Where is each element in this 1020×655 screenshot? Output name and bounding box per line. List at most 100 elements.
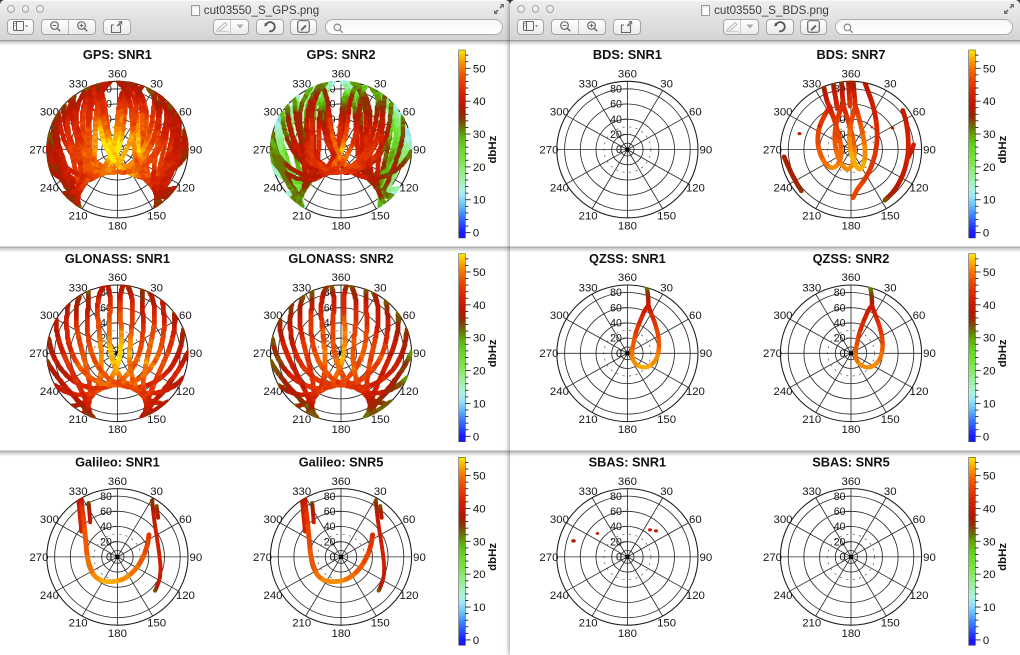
svg-text:40: 40: [610, 114, 622, 126]
svg-text:30: 30: [150, 282, 163, 294]
svg-text:30: 30: [473, 536, 486, 548]
svg-text:270: 270: [763, 145, 782, 157]
svg-text:40: 40: [610, 521, 622, 533]
svg-text:210: 210: [69, 618, 88, 630]
svg-text:60: 60: [610, 99, 622, 111]
svg-text:360: 360: [108, 69, 127, 81]
svg-text:330: 330: [292, 486, 311, 498]
svg-text:330: 330: [69, 282, 88, 294]
svg-text:120: 120: [176, 590, 195, 602]
svg-text:60: 60: [689, 310, 702, 322]
svg-text:180: 180: [618, 221, 637, 233]
svg-text:180: 180: [618, 628, 637, 640]
svg-text:120: 120: [686, 183, 705, 195]
svg-text:150: 150: [881, 414, 900, 426]
svg-text:50: 50: [983, 267, 996, 279]
svg-text:30: 30: [884, 79, 897, 91]
svg-text:50: 50: [473, 267, 486, 279]
svg-text:240: 240: [40, 386, 59, 398]
svg-text:90: 90: [413, 348, 426, 360]
svg-text:60: 60: [610, 506, 622, 518]
svg-text:270: 270: [539, 348, 558, 360]
svg-text:60: 60: [324, 302, 336, 314]
svg-text:60: 60: [179, 514, 192, 526]
svg-text:150: 150: [371, 618, 390, 630]
svg-text:0: 0: [473, 228, 479, 240]
svg-text:90: 90: [190, 552, 203, 564]
svg-text:90: 90: [190, 145, 203, 157]
svg-text:SBAS: SNR5: SBAS: SNR5: [812, 455, 890, 470]
svg-text:0: 0: [616, 144, 622, 156]
svg-text:60: 60: [913, 107, 926, 119]
svg-text:60: 60: [403, 107, 416, 119]
svg-text:40: 40: [473, 503, 486, 515]
svg-text:BDS: SNR1: BDS: SNR1: [593, 47, 662, 62]
svg-text:120: 120: [909, 590, 928, 602]
svg-text:300: 300: [263, 107, 282, 119]
svg-text:210: 210: [579, 414, 598, 426]
svg-text:GLONASS: SNR1: GLONASS: SNR1: [65, 251, 170, 266]
svg-text:10: 10: [473, 195, 486, 207]
svg-text:GLONASS: SNR2: GLONASS: SNR2: [288, 251, 393, 266]
svg-text:60: 60: [403, 514, 416, 526]
svg-text:150: 150: [657, 210, 676, 222]
svg-text:30: 30: [884, 486, 897, 498]
svg-text:40: 40: [473, 96, 486, 108]
svg-text:300: 300: [40, 310, 59, 322]
svg-text:40: 40: [324, 521, 336, 533]
svg-text:60: 60: [834, 99, 846, 111]
svg-text:330: 330: [69, 79, 88, 91]
svg-text:10: 10: [983, 602, 996, 614]
svg-text:360: 360: [108, 272, 127, 284]
svg-text:60: 60: [179, 310, 192, 322]
svg-text:90: 90: [413, 552, 426, 564]
svg-text:20: 20: [473, 162, 486, 174]
svg-text:0: 0: [983, 431, 989, 443]
svg-text:dbHz: dbHz: [997, 543, 1009, 571]
svg-text:120: 120: [686, 386, 705, 398]
svg-text:330: 330: [802, 486, 821, 498]
svg-text:0: 0: [106, 552, 112, 564]
svg-text:270: 270: [253, 348, 272, 360]
svg-text:90: 90: [700, 348, 713, 360]
svg-text:240: 240: [550, 590, 569, 602]
svg-text:30: 30: [374, 282, 387, 294]
svg-text:60: 60: [610, 302, 622, 314]
svg-text:300: 300: [40, 514, 59, 526]
svg-text:dbHz: dbHz: [997, 339, 1009, 367]
svg-text:240: 240: [550, 183, 569, 195]
svg-text:0: 0: [473, 431, 479, 443]
svg-text:dbHz: dbHz: [487, 543, 499, 571]
svg-text:40: 40: [834, 521, 846, 533]
svg-text:210: 210: [292, 414, 311, 426]
svg-text:10: 10: [473, 398, 486, 410]
svg-text:50: 50: [473, 471, 486, 483]
svg-text:150: 150: [881, 618, 900, 630]
svg-text:120: 120: [909, 386, 928, 398]
svg-text:0: 0: [840, 552, 846, 564]
svg-text:60: 60: [324, 506, 336, 518]
svg-text:360: 360: [841, 476, 860, 488]
svg-text:240: 240: [773, 590, 792, 602]
svg-text:180: 180: [108, 628, 127, 640]
svg-text:330: 330: [69, 486, 88, 498]
svg-text:270: 270: [29, 552, 48, 564]
svg-text:60: 60: [834, 506, 846, 518]
svg-text:0: 0: [616, 552, 622, 564]
svg-text:80: 80: [834, 491, 846, 503]
svg-text:QZSS: SNR1: QZSS: SNR1: [589, 251, 666, 266]
svg-text:90: 90: [923, 145, 936, 157]
svg-text:20: 20: [100, 333, 112, 345]
svg-text:150: 150: [657, 618, 676, 630]
svg-text:360: 360: [331, 69, 350, 81]
svg-text:QZSS: SNR2: QZSS: SNR2: [813, 251, 890, 266]
svg-text:40: 40: [983, 300, 996, 312]
svg-text:270: 270: [539, 145, 558, 157]
svg-text:210: 210: [802, 618, 821, 630]
svg-text:360: 360: [618, 272, 637, 284]
svg-text:330: 330: [802, 282, 821, 294]
svg-text:dbHz: dbHz: [487, 135, 499, 163]
svg-text:SBAS: SNR1: SBAS: SNR1: [589, 455, 667, 470]
svg-text:0: 0: [616, 348, 622, 360]
svg-text:180: 180: [108, 424, 127, 436]
